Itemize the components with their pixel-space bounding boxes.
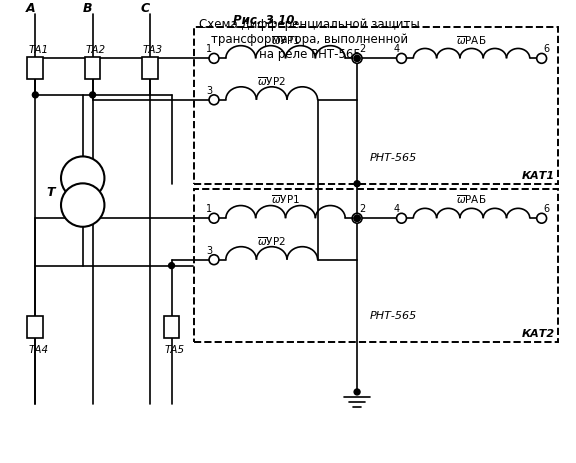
Circle shape (354, 389, 360, 395)
Circle shape (61, 184, 104, 227)
Text: $\overline{\omega}$РАБ: $\overline{\omega}$РАБ (456, 34, 487, 46)
Circle shape (209, 214, 219, 224)
Text: $\overline{\omega}$РАБ: $\overline{\omega}$РАБ (456, 193, 487, 206)
Text: РНТ-565: РНТ-565 (370, 153, 417, 163)
Text: A: A (25, 2, 35, 15)
Text: $\overline{\omega}$УР1: $\overline{\omega}$УР1 (271, 34, 300, 46)
Circle shape (61, 157, 104, 200)
Circle shape (209, 255, 219, 265)
Circle shape (354, 216, 360, 222)
Circle shape (90, 93, 96, 99)
Text: ТА4: ТА4 (28, 344, 48, 354)
Circle shape (537, 54, 547, 64)
Text: 4: 4 (393, 204, 400, 214)
Bar (142, 58, 158, 80)
Text: 6: 6 (544, 44, 550, 54)
Text: ТА2: ТА2 (85, 45, 105, 55)
Text: B: B (83, 2, 92, 15)
Circle shape (354, 216, 360, 222)
Text: 3: 3 (206, 86, 212, 96)
Text: $\overline{\omega}$УР2: $\overline{\omega}$УР2 (257, 75, 286, 88)
Circle shape (354, 56, 360, 62)
Text: ТА5: ТА5 (164, 344, 184, 354)
Circle shape (354, 216, 360, 222)
Circle shape (352, 214, 362, 224)
Text: Схема дифференциальной защиты
трансформатора, выполненной
на реле РНТ-565: Схема дифференциальной защиты трансформа… (199, 18, 420, 61)
Text: 2: 2 (359, 44, 365, 54)
Text: 3: 3 (206, 245, 212, 255)
Text: КАТ1: КАТ1 (521, 170, 555, 181)
Text: C: C (141, 2, 149, 15)
Bar (28, 316, 43, 338)
Text: Рис. 3.10.: Рис. 3.10. (233, 14, 298, 27)
Text: T: T (47, 186, 55, 199)
Text: КАТ2: КАТ2 (521, 328, 555, 338)
Bar (164, 316, 180, 338)
Text: $\overline{\omega}$УР2: $\overline{\omega}$УР2 (257, 235, 286, 247)
Circle shape (32, 93, 39, 99)
Text: 6: 6 (544, 204, 550, 214)
Circle shape (352, 54, 362, 64)
Circle shape (169, 263, 175, 269)
Text: ТА1: ТА1 (28, 45, 48, 55)
Text: 4: 4 (393, 44, 400, 54)
Circle shape (209, 54, 219, 64)
Bar (194, 189, 558, 342)
Text: 1: 1 (206, 44, 212, 54)
Circle shape (354, 181, 360, 187)
Circle shape (537, 214, 547, 224)
Circle shape (396, 54, 407, 64)
Text: 2: 2 (359, 204, 365, 214)
Bar (28, 58, 43, 80)
Text: РНТ-565: РНТ-565 (370, 310, 417, 320)
Circle shape (354, 56, 360, 62)
Circle shape (209, 96, 219, 106)
Bar (85, 58, 100, 80)
Text: ТА3: ТА3 (143, 45, 163, 55)
Text: 1: 1 (206, 204, 212, 214)
Text: $\overline{\omega}$УР1: $\overline{\omega}$УР1 (271, 193, 300, 206)
Bar (194, 28, 558, 184)
Circle shape (396, 214, 407, 224)
